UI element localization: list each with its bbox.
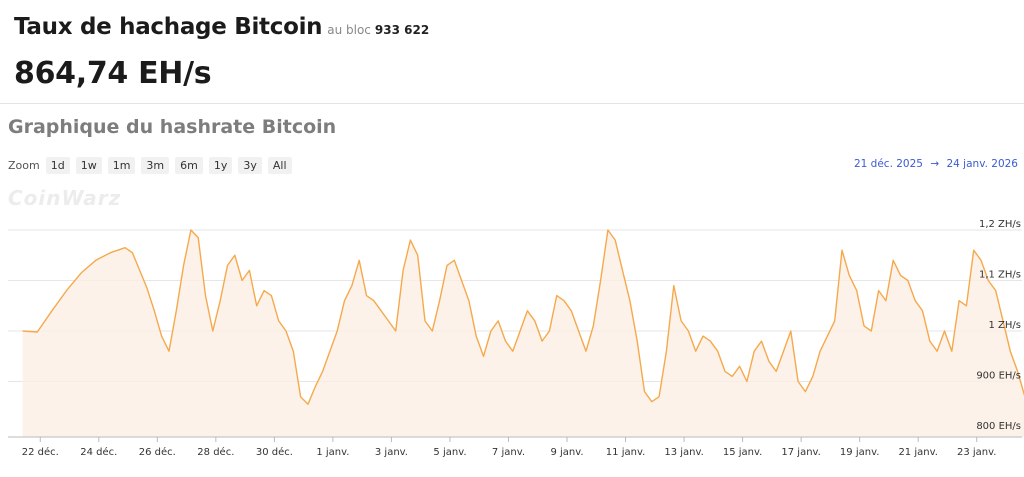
hashrate-value: 864,74 EH/s bbox=[14, 56, 212, 91]
x-tick-label: 9 janv. bbox=[550, 447, 583, 458]
title-row: Taux de hachage Bitcoin au bloc 933 622 bbox=[14, 14, 429, 40]
x-axis-ticks: 22 déc. 24 déc. 26 déc. 28 déc. 30 déc. 1 jan… bbox=[22, 437, 996, 458]
zoom-button-all[interactable]: All bbox=[267, 156, 292, 174]
x-tick-label: 30 déc. bbox=[256, 446, 293, 458]
y-tick-label: 1,1 ZH/s bbox=[979, 270, 1021, 281]
zoom-button-6m[interactable]: 6m bbox=[175, 156, 203, 174]
hashrate-chart[interactable]: 800 EH/s 900 EH/s 1 ZH/s 1,1 ZH/s 1,2 ZH/s 2… bbox=[0, 180, 1024, 477]
x-tick-label: 3 janv. bbox=[375, 447, 408, 458]
x-tick-label: 7 janv. bbox=[492, 447, 525, 458]
range-to[interactable]: 24 janv. 2026 bbox=[946, 158, 1018, 170]
zoom-button-1d[interactable]: 1d bbox=[45, 156, 70, 174]
zoom-button-3m[interactable]: 3m bbox=[141, 156, 170, 174]
hashrate-area bbox=[22, 230, 1024, 437]
page-header: Taux de hachage Bitcoin au bloc 933 622 bbox=[14, 14, 429, 40]
x-tick-label: 22 déc. bbox=[22, 446, 59, 458]
page-title: Taux de hachage Bitcoin bbox=[14, 14, 323, 40]
x-tick-label: 15 janv. bbox=[723, 447, 762, 458]
x-tick-label: 24 déc. bbox=[80, 446, 117, 458]
x-tick-label: 21 janv. bbox=[898, 447, 937, 458]
chart-title: Graphique du hashrate Bitcoin bbox=[8, 116, 337, 138]
zoom-bar: Zoom 1d 1w 1m 3m 6m 1y 3y All bbox=[8, 156, 298, 174]
range-arrow: → bbox=[930, 158, 940, 170]
zoom-label: Zoom bbox=[8, 158, 40, 172]
zoom-button-1w[interactable]: 1w bbox=[75, 156, 102, 174]
x-tick-label: 17 janv. bbox=[781, 447, 820, 458]
zoom-button-3y[interactable]: 3y bbox=[238, 156, 262, 174]
y-tick-label: 800 EH/s bbox=[976, 421, 1021, 432]
y-tick-label: 900 EH/s bbox=[976, 371, 1021, 382]
x-tick-label: 11 janv. bbox=[606, 447, 645, 458]
x-tick-label: 28 déc. bbox=[197, 446, 234, 458]
x-tick-label: 5 janv. bbox=[433, 447, 466, 458]
x-tick-label: 1 janv. bbox=[316, 447, 349, 458]
x-tick-label: 13 janv. bbox=[664, 447, 703, 458]
x-tick-label: 26 déc. bbox=[139, 446, 176, 458]
range-from[interactable]: 21 déc. 2025 bbox=[853, 158, 923, 170]
hashrate-line[interactable] bbox=[22, 229, 1024, 405]
zoom-button-1m[interactable]: 1m bbox=[107, 156, 136, 174]
zoom-button-1y[interactable]: 1y bbox=[208, 156, 233, 174]
coinwarz-watermark: CoinWarz bbox=[8, 186, 122, 210]
block-number: 933 622 bbox=[374, 23, 430, 37]
date-range[interactable]: 21 déc. 2025 → 24 janv. 2026 bbox=[852, 158, 1020, 170]
block-prefix: au bloc bbox=[327, 23, 371, 37]
x-tick-label: 23 janv. bbox=[957, 447, 996, 458]
x-tick-label: 19 janv. bbox=[840, 447, 879, 458]
y-tick-label: 1 ZH/s bbox=[989, 320, 1022, 331]
y-axis-ticks: 800 EH/s 900 EH/s 1 ZH/s 1,1 ZH/s 1,2 ZH/s bbox=[976, 219, 1021, 432]
y-tick-label: 1,2 ZH/s bbox=[979, 219, 1021, 230]
header-divider bbox=[0, 103, 1024, 104]
